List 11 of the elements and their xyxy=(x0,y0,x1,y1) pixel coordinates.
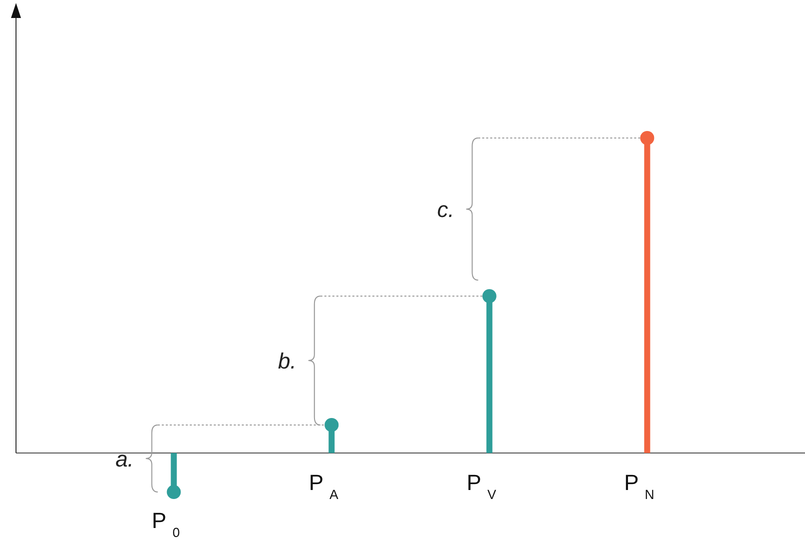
x-tick-label: P$_{V}$ xyxy=(466,470,496,502)
point xyxy=(640,131,654,145)
x-tick-label: P$_{0}$ xyxy=(152,508,180,540)
x-tick-label: P$_{N}$ xyxy=(624,470,654,502)
point xyxy=(166,485,181,500)
annotation: c. xyxy=(437,197,454,222)
x-tick-label: P$_{A}$ xyxy=(308,470,339,502)
point xyxy=(324,418,339,432)
annotation: b. xyxy=(278,348,296,374)
annotation: a. xyxy=(115,446,134,472)
point xyxy=(482,289,496,304)
